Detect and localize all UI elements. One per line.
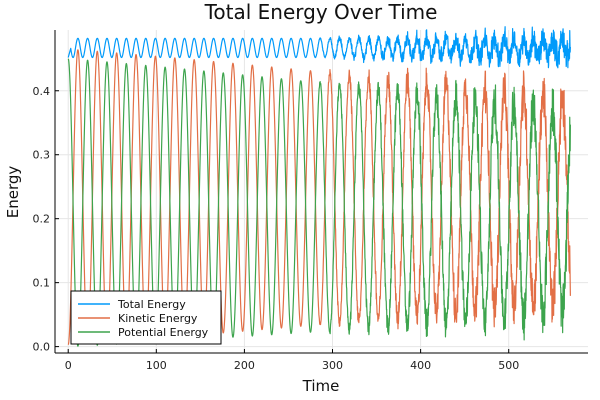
series-line-potential-energy [67,58,571,347]
x-tick-label: 400 [410,359,431,372]
series-line-kinetic-energy [67,49,571,345]
legend-label-potential: Potential Energy [118,326,209,339]
x-tick-label: 500 [498,359,519,372]
x-tick-label: 0 [65,359,72,372]
chart-title: Total Energy Over Time [204,0,438,24]
series-line-total-energy [67,26,571,69]
legend-label-total: Total Energy [117,298,186,311]
y-tick-label: 0.4 [33,85,51,98]
y-tick-label: 0.3 [33,149,51,162]
x-tick-label: 100 [146,359,167,372]
y-tick-label: 0.2 [33,213,51,226]
x-tick-label: 300 [322,359,343,372]
x-axis-label: Time [302,377,340,395]
y-axis-label: Energy [4,166,22,219]
x-tick-label: 200 [234,359,255,372]
legend: Total Energy Kinetic Energy Potential En… [70,290,222,345]
axes [54,30,588,354]
ticks: 0 100 200 300 400 500 0.0 0.1 0.2 0.3 0.4 [33,85,520,372]
y-tick-label: 0.1 [33,277,51,290]
y-tick-label: 0.0 [33,341,51,354]
series-lines [67,26,571,347]
legend-label-kinetic: Kinetic Energy [118,312,198,325]
